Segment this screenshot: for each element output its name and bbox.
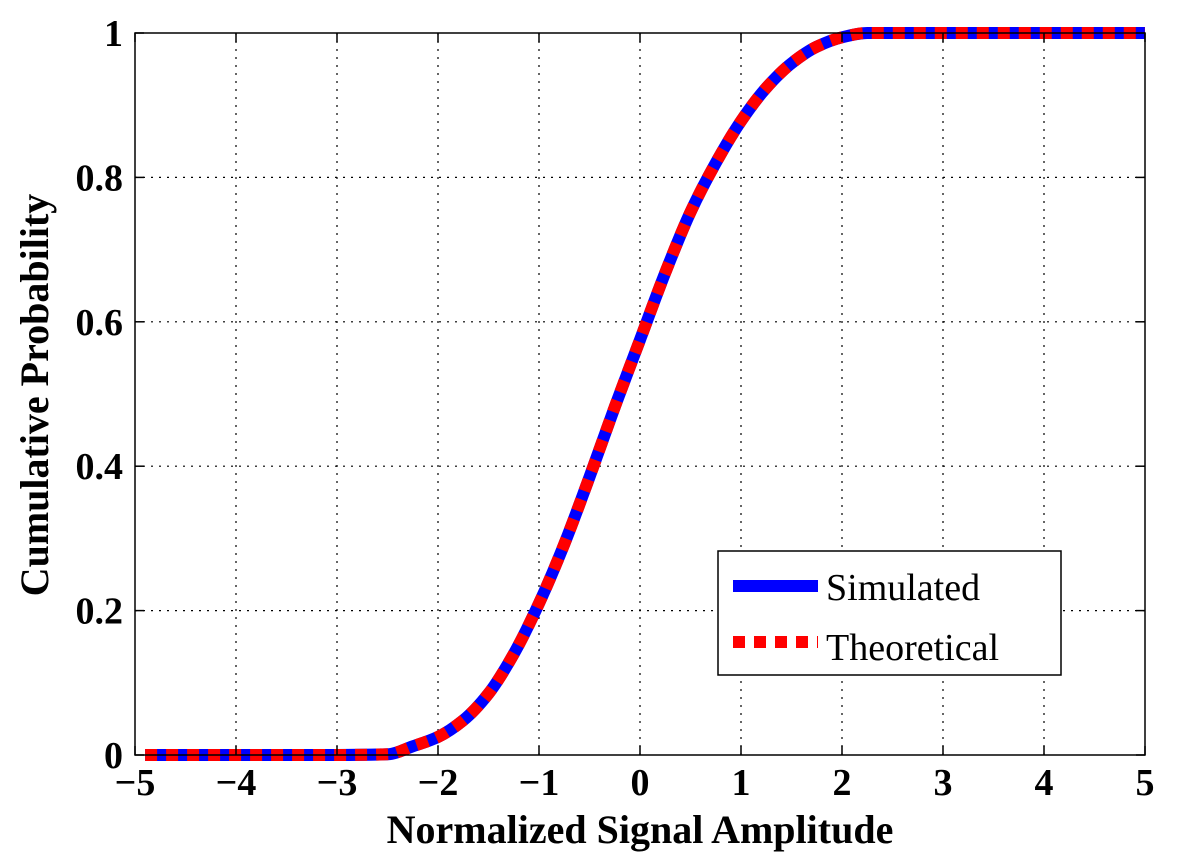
x-tick-label: 5 bbox=[1136, 762, 1155, 804]
y-tick-label: 1 bbox=[104, 13, 123, 55]
x-tick-label: −5 bbox=[115, 762, 156, 804]
legend-box bbox=[717, 550, 1062, 676]
x-tick-label: 0 bbox=[631, 762, 650, 804]
y-tick-label: 0.6 bbox=[76, 302, 124, 344]
x-axis-label: Normalized Signal Amplitude bbox=[387, 807, 894, 852]
y-tick-label: 0.8 bbox=[76, 157, 124, 199]
legend: Simulated Theoretical bbox=[717, 550, 1062, 676]
legend-label-theoretical: Theoretical bbox=[826, 627, 999, 669]
x-tick-labels: −5 −4 −3 −2 −1 0 1 2 3 4 5 bbox=[115, 762, 1155, 804]
x-tick-label: 2 bbox=[833, 762, 852, 804]
x-tick-label: −3 bbox=[317, 762, 358, 804]
x-tick-label: −4 bbox=[216, 762, 257, 804]
x-tick-label: 3 bbox=[934, 762, 953, 804]
x-tick-label: −2 bbox=[418, 762, 459, 804]
y-tick-labels: 0 0.2 0.4 0.6 0.8 1 bbox=[76, 13, 124, 777]
y-tick-label: 0.4 bbox=[76, 446, 124, 488]
ticks bbox=[134, 32, 1146, 756]
y-tick-label: 0 bbox=[104, 735, 123, 777]
x-tick-label: 1 bbox=[732, 762, 751, 804]
x-tick-label: 4 bbox=[1035, 762, 1054, 804]
y-tick-label: 0.2 bbox=[76, 591, 124, 633]
legend-label-simulated: Simulated bbox=[826, 567, 980, 609]
y-axis-label: Cumulative Probability bbox=[12, 194, 57, 597]
x-tick-label: −1 bbox=[519, 762, 560, 804]
